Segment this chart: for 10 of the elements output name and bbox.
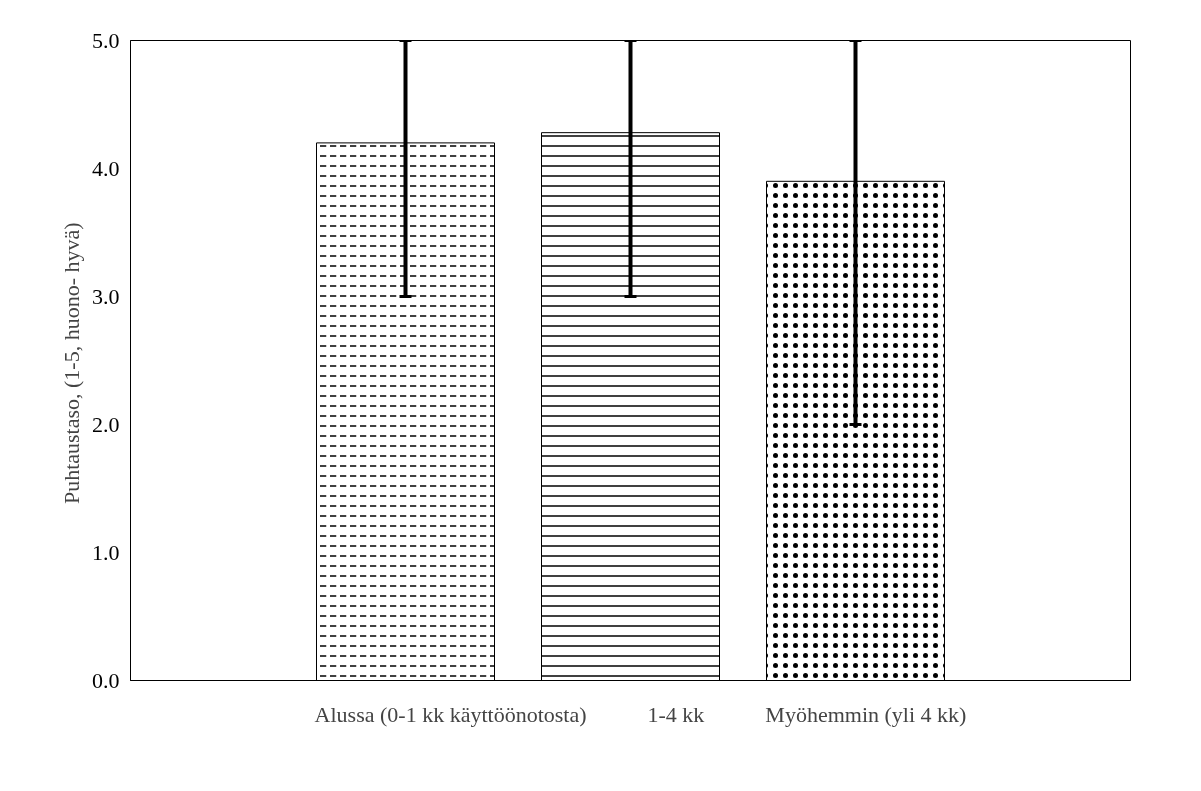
series-label: Alussa (0-1 kk käyttöönotosta) [314, 702, 587, 728]
y-tick-label: 5.0 [92, 27, 120, 53]
series-label: 1-4 kk [647, 702, 705, 728]
series-label: Myöhemmin (yli 4 kk) [765, 702, 967, 728]
y-tick-label: 3.0 [92, 283, 120, 309]
y-tick-label: 4.0 [92, 155, 120, 181]
y-axis-title: Puhtaustaso, (1-5, huono- hyvä) [59, 222, 84, 505]
y-tick-label: 1.0 [92, 539, 120, 565]
y-tick-label: 2.0 [92, 411, 120, 437]
y-tick-label: 0.0 [92, 667, 120, 693]
